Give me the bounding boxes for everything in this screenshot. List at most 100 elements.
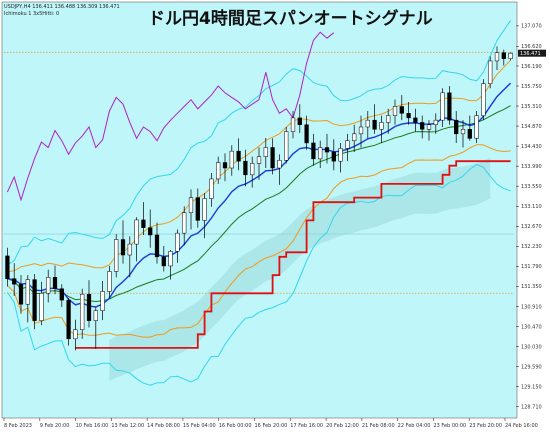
bollinger-upper-inner <box>7 59 511 273</box>
candle-body <box>141 219 146 228</box>
candle <box>18 275 24 314</box>
y-tick-label: 132.670 <box>521 224 542 230</box>
candle <box>440 88 445 127</box>
y-tick-label: 130.470 <box>521 324 542 330</box>
candle-body <box>420 122 425 130</box>
current-price-badge: 136.471 <box>518 49 546 57</box>
candle-body <box>168 251 173 267</box>
candle <box>243 149 248 187</box>
chart-title: ドル円4時間足スパンオートシグナル <box>148 8 433 29</box>
x-tick-label: 23 Feb 00:00 <box>433 423 466 429</box>
x-tick-label: 16 Feb 00:00 <box>219 423 252 429</box>
candle-body <box>467 129 472 139</box>
candle <box>454 111 459 143</box>
candle <box>304 115 309 150</box>
candle <box>209 173 214 207</box>
candle-body <box>154 234 160 258</box>
candle <box>358 115 364 148</box>
candle <box>25 275 30 323</box>
candle <box>324 133 330 164</box>
candle <box>352 124 357 153</box>
candle-body <box>392 106 398 116</box>
sma-line <box>7 105 511 303</box>
candle-body <box>182 212 187 234</box>
candle-body <box>501 52 506 59</box>
candle <box>270 138 275 175</box>
candle <box>32 274 37 330</box>
candle <box>277 154 282 185</box>
candle <box>86 280 92 328</box>
candle <box>290 111 296 139</box>
candle-body <box>18 283 24 305</box>
y-tick-label: 131.350 <box>521 284 542 290</box>
candle <box>345 133 350 162</box>
candle-body <box>209 178 214 199</box>
indicator-line: Ichimoku 1 3x5Hitti: 0 <box>4 11 59 17</box>
candle <box>182 206 187 246</box>
candle-body <box>488 60 493 84</box>
candle-body <box>379 122 384 130</box>
candle <box>338 142 343 173</box>
candle-body <box>80 293 85 330</box>
symbol-line: USDJPY,H4 136.411 136.488 136.309 136.47… <box>4 4 120 10</box>
candle <box>195 188 200 228</box>
candle-body <box>161 256 166 267</box>
candle <box>236 138 241 171</box>
candles <box>5 46 513 351</box>
candle <box>426 120 432 141</box>
candle <box>73 319 78 351</box>
candle <box>467 115 472 141</box>
candle-body <box>263 147 268 157</box>
candle-body <box>114 239 119 272</box>
candle <box>501 49 506 66</box>
candle-body <box>216 162 221 180</box>
candle <box>161 245 166 272</box>
candle <box>460 120 466 148</box>
candle-body <box>447 92 452 121</box>
x-tick-label: 13 Feb 12:00 <box>111 423 144 429</box>
candle <box>127 236 132 278</box>
candle-body <box>311 142 316 160</box>
y-tick-label: 133.550 <box>521 184 542 190</box>
candle <box>148 209 153 248</box>
candle <box>80 288 85 339</box>
candle-body <box>107 271 112 292</box>
candle-body <box>229 150 234 169</box>
y-tick-label: 135.750 <box>521 84 542 90</box>
candle-body <box>25 279 30 305</box>
candle-body <box>386 115 391 123</box>
candle-body <box>175 232 180 252</box>
candle <box>141 202 146 235</box>
candle <box>52 265 58 295</box>
candle <box>392 99 398 125</box>
candle <box>488 56 493 89</box>
candle <box>474 111 479 143</box>
candle-body <box>454 119 459 135</box>
candle-body <box>46 277 51 294</box>
candle-body <box>243 160 248 176</box>
candle-body <box>270 147 275 169</box>
x-axis: 8 Feb 2023 9 Feb 20:00 10 Feb 16:00 13 Feb … <box>3 418 538 429</box>
bollinger-lower-outer <box>6 163 511 386</box>
candle-body <box>372 119 377 130</box>
candle <box>59 284 64 307</box>
candle-body <box>250 163 255 176</box>
bollinger-lower-inner <box>7 144 511 338</box>
candle-body <box>508 52 513 59</box>
candle <box>39 281 44 326</box>
candle <box>372 104 377 134</box>
candle <box>433 113 438 134</box>
candle <box>5 247 10 287</box>
candle <box>399 95 404 121</box>
candle <box>229 145 234 176</box>
candle-body <box>32 279 37 321</box>
y-tick-label: 133.110 <box>521 204 542 210</box>
candle-body <box>86 293 92 321</box>
candle-body <box>134 219 139 245</box>
y-tick-label: 135.310 <box>521 104 542 110</box>
candle-body <box>148 227 153 236</box>
candle-body <box>277 160 282 169</box>
y-tick-label: 136.190 <box>521 64 542 70</box>
y-tick-label: 129.590 <box>521 364 542 370</box>
